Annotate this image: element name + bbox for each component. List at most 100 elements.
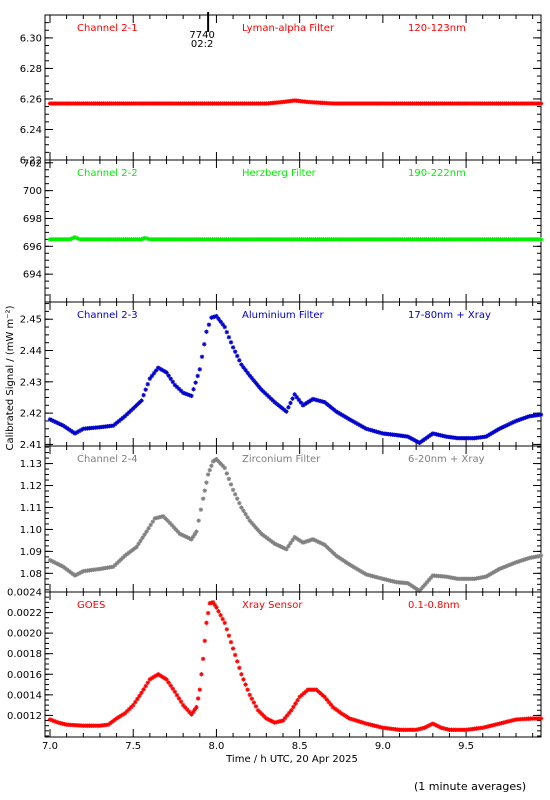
star-stroke (170, 379, 175, 384)
star-stroke (243, 368, 248, 372)
star-stroke (332, 408, 337, 412)
data-point (235, 353, 240, 359)
data-point (207, 467, 212, 473)
data-point (206, 322, 212, 327)
star-stroke (216, 316, 221, 321)
y-tick-label: 2.45 (20, 315, 42, 326)
data-point (197, 367, 202, 372)
channel-label: Channel 2-3 (77, 310, 138, 321)
star-stroke (164, 370, 169, 375)
star-stroke (55, 421, 60, 425)
data-series (47, 313, 544, 446)
panels-group: 6.22 6.24 6.26 6.28 6.30 Channel 2-1 Lyman-alp… (7, 14, 544, 738)
data-point (243, 511, 248, 517)
star-stroke (259, 387, 264, 392)
star-stroke (166, 373, 171, 378)
star-stroke (413, 438, 418, 443)
y-tick-label: 1.10 (20, 525, 42, 536)
y-tick-label: 698 (23, 214, 42, 225)
star-stroke (340, 413, 344, 417)
star-stroke (57, 421, 62, 426)
data-point (284, 409, 289, 414)
band-label: 120-123nm (408, 23, 466, 34)
star-stroke (156, 365, 161, 370)
star-stroke (284, 409, 289, 414)
star-stroke (353, 421, 358, 425)
star-stroke (251, 378, 256, 383)
data-point (286, 543, 291, 549)
band-label: 6-20nm + Xray (408, 454, 485, 465)
data-point (150, 519, 155, 524)
star-stroke (220, 322, 225, 327)
data-point (145, 381, 150, 387)
star-stroke (343, 415, 348, 420)
data-point (232, 349, 238, 354)
star-stroke (286, 405, 291, 410)
data-point (164, 370, 169, 375)
data-point (170, 379, 175, 385)
filter-label: Zirconium Filter (242, 454, 321, 465)
star-stroke (71, 430, 75, 435)
star-stroke (231, 345, 235, 350)
filter-label: Lyman-alpha Filter (242, 23, 335, 34)
star-stroke (233, 349, 238, 354)
star-stroke (143, 387, 148, 392)
panel-frame (44, 159, 542, 303)
data-point (204, 329, 209, 334)
star-stroke (294, 395, 299, 399)
panel-4: 1.08 1.09 1.10 1.11 1.12 1.13 Channel 2-4 Zirco… (20, 445, 544, 594)
star-stroke (274, 401, 279, 406)
star-stroke (411, 437, 416, 442)
data-point (224, 471, 230, 476)
star-stroke (185, 392, 190, 397)
data-point (168, 376, 173, 381)
data-point (214, 313, 219, 319)
star-stroke (247, 373, 252, 378)
data-series (47, 456, 544, 594)
y-tick-label: 2.43 (20, 377, 42, 388)
star-stroke (191, 387, 196, 392)
star-stroke (204, 329, 209, 334)
data-point (241, 365, 246, 370)
star-stroke (69, 428, 73, 433)
data-point (68, 428, 74, 434)
filter-label: Aluminium Filter (242, 310, 325, 321)
data-point (202, 342, 207, 347)
data-point (288, 400, 293, 406)
y-tick-label: 702 (23, 158, 42, 169)
star-stroke (158, 367, 163, 371)
y-tick-label: 700 (23, 186, 42, 197)
data-point (139, 398, 144, 403)
data-point (194, 529, 199, 534)
data-point (209, 315, 214, 320)
star-stroke (253, 380, 258, 385)
y-tick-label: 6.26 (20, 94, 42, 105)
star-stroke (67, 427, 72, 432)
star-stroke (141, 393, 146, 398)
star-stroke (214, 314, 219, 318)
star-stroke (358, 423, 362, 428)
star-stroke (330, 406, 335, 411)
star-stroke (145, 382, 150, 387)
data-point (204, 480, 209, 485)
y-tick-label: 1.13 (20, 459, 42, 470)
y-tick-label: 1.11 (20, 503, 42, 514)
star-stroke (265, 393, 269, 397)
data-point (224, 329, 230, 335)
star-stroke (53, 420, 58, 424)
star-stroke (235, 354, 240, 358)
data-point (286, 405, 291, 410)
star-stroke (257, 385, 262, 390)
data-point (226, 335, 232, 340)
data-point (202, 488, 207, 493)
star-stroke (288, 401, 293, 405)
panel-frame (44, 445, 542, 593)
star-stroke (50, 418, 54, 423)
star-stroke (282, 408, 287, 412)
y-tick-label: 2.42 (20, 409, 42, 420)
y-tick-label: 6.22 (20, 156, 42, 167)
data-point (538, 237, 544, 242)
star-stroke (61, 423, 66, 428)
data-point (241, 508, 246, 513)
star-stroke (142, 236, 147, 240)
